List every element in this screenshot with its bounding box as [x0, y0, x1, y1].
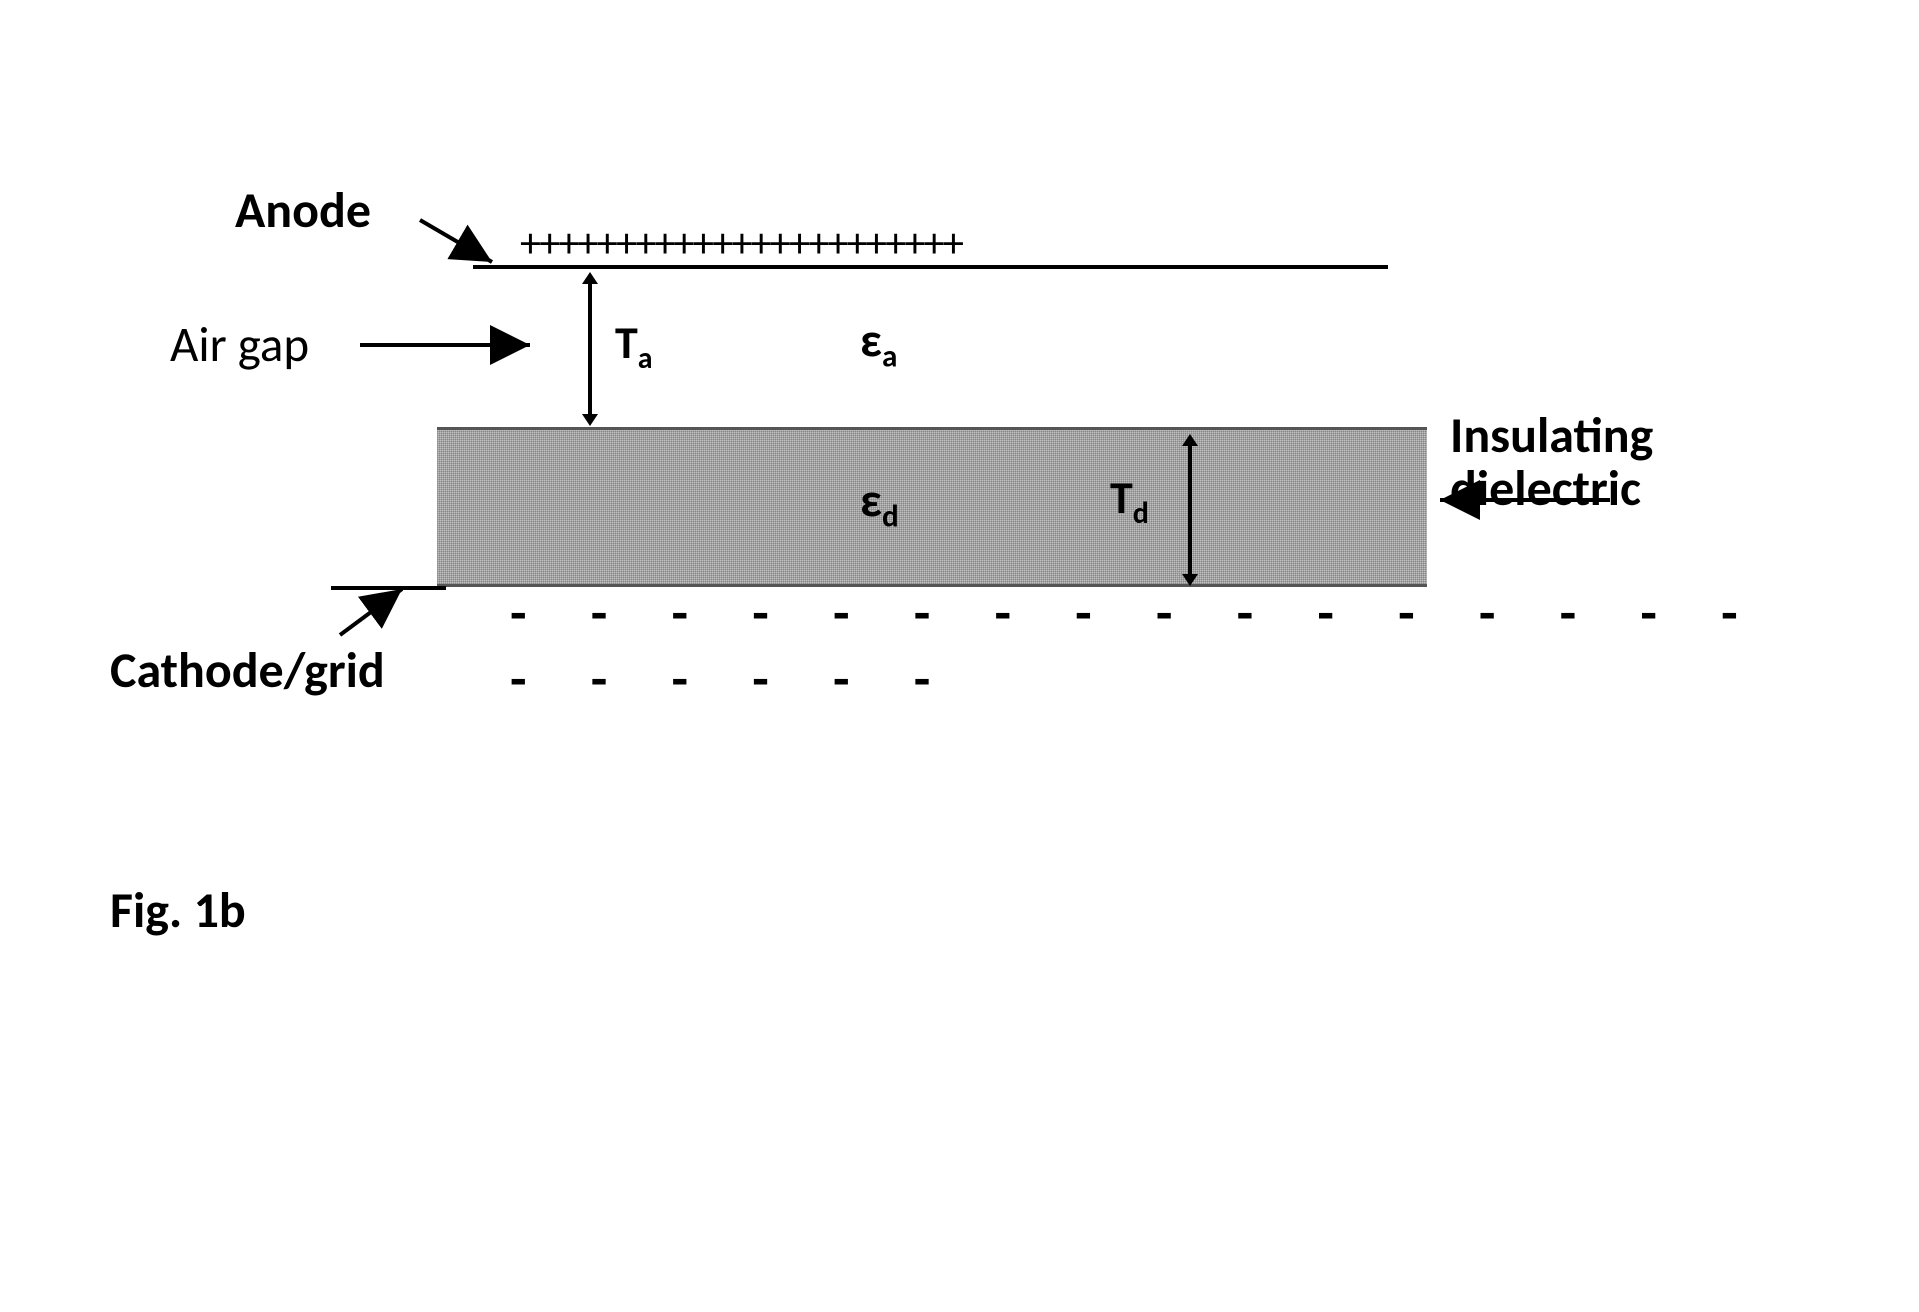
airgap-label: Air gap: [170, 315, 309, 375]
anode-leader-arrow: [420, 220, 510, 280]
ta-symbol: Ta: [615, 315, 653, 377]
figure-caption: Fig. 1b: [110, 880, 246, 941]
cathode-leader-arrow: [340, 580, 420, 650]
td-dimension-arrow: [1178, 432, 1202, 590]
anode-positive-charges: +++++++++++++++++++++++: [520, 218, 962, 269]
anode-label: Anode: [235, 180, 371, 241]
td-symbol: Td: [1110, 470, 1149, 532]
insulating-leader-arrow: [1430, 485, 1620, 515]
insulating-dielectric-layer: [437, 427, 1427, 587]
cathode-negative-charges: - - - - - - - - - - - - - - - - - - - - …: [510, 580, 1780, 712]
airgap-leader-arrow: [360, 330, 550, 360]
ta-dimension-arrow: [578, 270, 602, 430]
figure-1b: Anode Air gap Cathode/grid Insulating di…: [140, 180, 1780, 880]
epsilon-a-symbol: εa: [860, 310, 897, 376]
epsilon-d-symbol: εd: [860, 470, 899, 536]
anode-electrode-line: [473, 265, 1388, 269]
